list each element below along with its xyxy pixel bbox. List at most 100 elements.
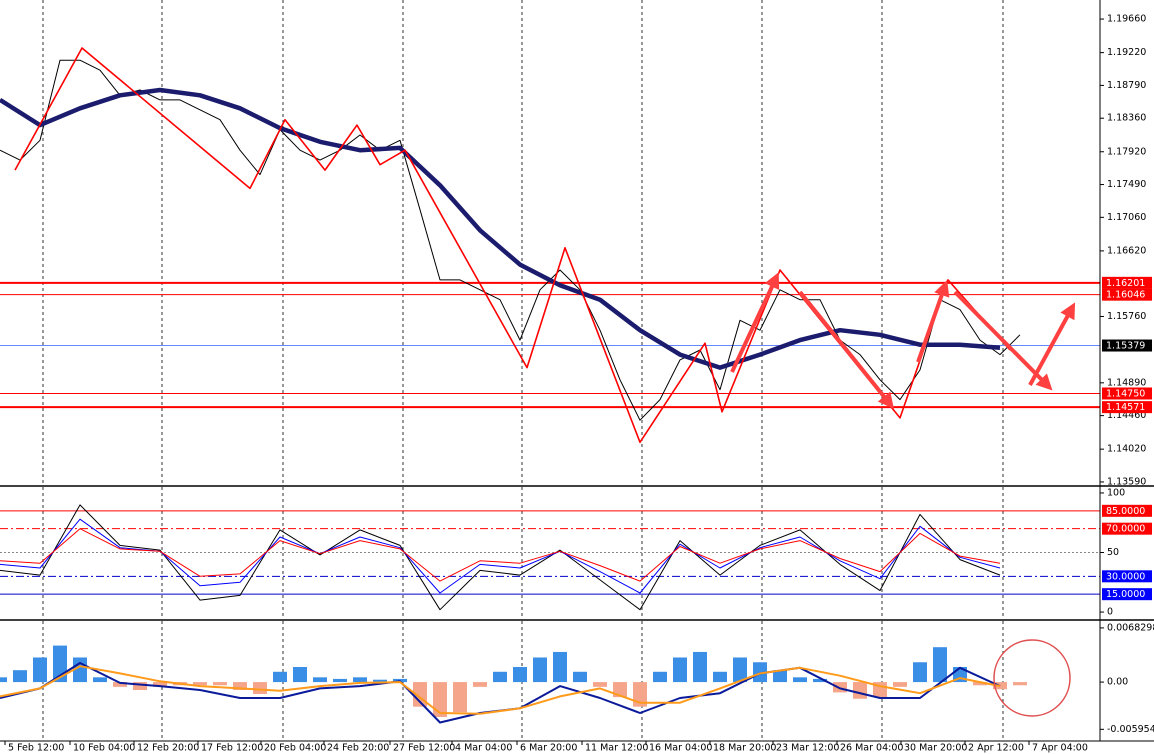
y-tick-label: 0.0068298 — [1107, 622, 1154, 633]
histogram-bar — [133, 682, 147, 691]
y-tick-label: 0.00 — [1107, 677, 1128, 688]
histogram-bar — [313, 677, 327, 683]
series-line — [0, 665, 1001, 715]
histogram-bar — [253, 682, 267, 694]
histogram-bar — [853, 682, 867, 699]
histogram-bar — [653, 671, 667, 683]
y-tick-label: 50 — [1107, 547, 1119, 558]
x-tick-label: 24 Feb 20:00 — [327, 743, 389, 754]
x-tick-label: 20 Feb 04:00 — [264, 743, 326, 754]
histogram-bar — [553, 651, 567, 683]
y-tick-label: 1.14460 — [1107, 410, 1146, 421]
y-tick-label: 1.17060 — [1107, 212, 1146, 223]
histogram-bar — [733, 657, 747, 683]
histogram-bar — [693, 651, 707, 683]
level-label-box — [1102, 339, 1152, 352]
y-tick-label: 1.17490 — [1107, 179, 1146, 190]
level-label-box — [1102, 504, 1152, 517]
histogram-bar — [513, 667, 527, 683]
histogram-bar — [93, 677, 107, 683]
histogram-bar — [33, 657, 47, 683]
histogram-bar — [593, 682, 607, 687]
x-tick-label: 5 Feb 12:00 — [8, 743, 64, 754]
level-label: 1.14571 — [1106, 402, 1145, 413]
x-tick-label: 7 Apr 04:00 — [1032, 743, 1088, 754]
x-tick-label: 17 Feb 12:00 — [201, 743, 263, 754]
histogram-bar — [533, 657, 547, 683]
level-label-box — [1102, 387, 1152, 400]
histogram-bar — [793, 677, 807, 683]
level-label: 1.16201 — [1106, 278, 1145, 289]
arrow — [916, 279, 950, 363]
arrow — [953, 290, 1053, 391]
histogram-bar — [833, 682, 847, 693]
arrow — [730, 272, 780, 373]
x-tick-label: 16 Mar 04:00 — [649, 743, 712, 754]
level-label: 30.0000 — [1106, 571, 1145, 582]
x-tick-label: 4 Mar 04:00 — [455, 743, 512, 754]
histogram-bar — [933, 647, 947, 683]
histogram-bar — [13, 670, 27, 683]
histogram-bar — [573, 671, 587, 683]
y-tick-label: 1.17920 — [1107, 146, 1146, 157]
y-tick-label: 1.14890 — [1107, 377, 1146, 388]
level-label: 1.15379 — [1106, 341, 1145, 352]
histogram-bar — [913, 662, 927, 683]
level-label: 85.0000 — [1106, 506, 1145, 517]
y-tick-label: 1.19220 — [1107, 47, 1146, 58]
histogram-bar — [193, 682, 207, 686]
arrow — [798, 290, 895, 409]
histogram-bar — [233, 682, 247, 691]
arrows — [730, 272, 1076, 409]
level-label: 1.16046 — [1106, 290, 1145, 301]
x-tick-label: 12 Feb 20:00 — [137, 743, 199, 754]
level-label-box — [1102, 522, 1152, 535]
histogram-bar — [973, 682, 987, 686]
histogram-bar — [1013, 682, 1027, 686]
y-tick-label: 1.16620 — [1107, 245, 1146, 256]
x-tick-label: 10 Feb 04:00 — [73, 743, 135, 754]
x-tick-label: 26 Mar 04:00 — [840, 743, 903, 754]
x-tick-label: 11 Mar 12:00 — [585, 743, 648, 754]
series-line — [0, 59, 1021, 421]
y-tick-label: 1.19660 — [1107, 14, 1146, 25]
histogram-bar — [893, 682, 907, 687]
x-tick-label: 18 Mar 20:00 — [713, 743, 776, 754]
y-tick-label: 1.18360 — [1107, 113, 1146, 124]
histogram-bar — [813, 678, 827, 683]
series-line — [0, 518, 1001, 594]
histogram-bar — [493, 671, 507, 683]
y-tick-label: 1.15760 — [1107, 311, 1146, 322]
level-label-box — [1102, 570, 1152, 583]
histogram-bar — [273, 671, 287, 683]
histogram-bar — [333, 678, 347, 683]
x-tick-label: 27 Feb 12:00 — [393, 743, 455, 754]
histogram-bar — [773, 670, 787, 683]
y-tick-label: 0 — [1107, 607, 1113, 618]
x-tick-label: 2 Apr 12:00 — [968, 743, 1024, 754]
y-tick-label: 1.13590 — [1107, 476, 1146, 487]
histogram-bar — [673, 657, 687, 683]
histogram-bar — [113, 682, 127, 687]
x-tick-label: 30 Mar 20:00 — [904, 743, 967, 754]
histogram-bar — [473, 682, 487, 687]
arrow — [1028, 302, 1076, 386]
level-label-box — [1102, 588, 1152, 601]
histogram-bar — [453, 682, 467, 713]
level-label-box — [1102, 276, 1152, 289]
series-line — [0, 528, 1001, 582]
histogram-bar — [713, 671, 727, 683]
histogram-bar — [293, 667, 307, 683]
histogram-bar — [213, 682, 227, 686]
series-line — [0, 504, 1001, 611]
level-label-box — [1102, 288, 1152, 301]
level-label: 1.14750 — [1106, 388, 1145, 399]
y-tick-label: -0.0059540 — [1107, 724, 1154, 735]
histogram-bar — [433, 682, 447, 717]
x-tick-label: 6 Mar 20:00 — [520, 743, 577, 754]
histogram-bar — [0, 677, 7, 683]
